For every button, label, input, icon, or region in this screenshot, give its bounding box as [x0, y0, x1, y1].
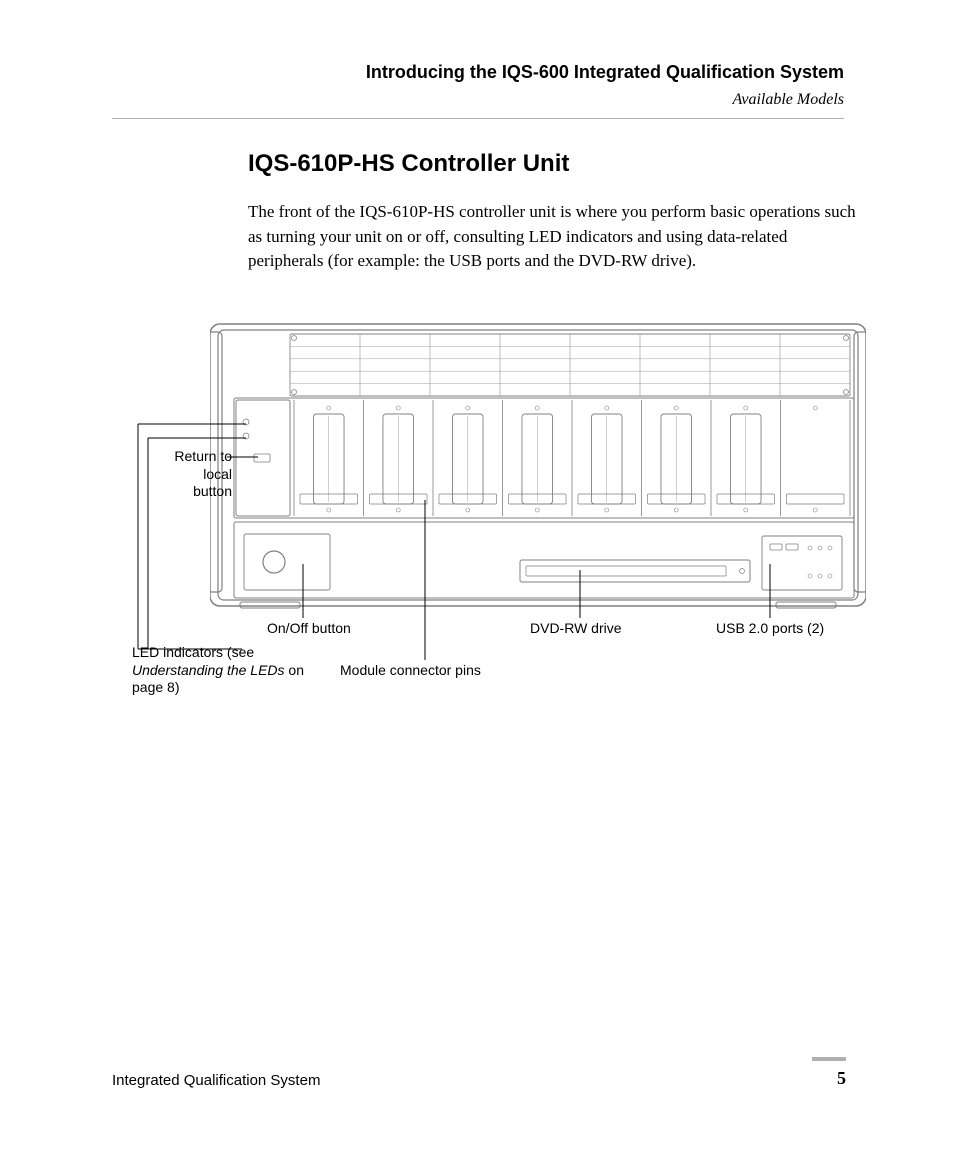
- label-usb-ports: USB 2.0 ports (2): [716, 620, 824, 638]
- label-led-indicators: LED indicators (see Understanding the LE…: [132, 644, 332, 697]
- label-module-pins: Module connector pins: [340, 662, 481, 680]
- led-text-prefix: LED indicators (see: [132, 644, 254, 660]
- label-dvd-drive: DVD-RW drive: [530, 620, 622, 638]
- led-text-italic: Understanding the LEDs: [132, 662, 285, 678]
- footer-title: Integrated Qualification System: [112, 1072, 320, 1089]
- page-number: 5: [837, 1068, 846, 1089]
- label-return-to-local: Return to local button: [172, 448, 232, 501]
- chapter-title: Introducing the IQS-600 Integrated Quali…: [366, 62, 844, 83]
- header-rule: [112, 118, 844, 119]
- controller-figure: [210, 318, 866, 610]
- footer-rule: [812, 1057, 846, 1061]
- section-title: IQS-610P-HS Controller Unit: [248, 150, 569, 178]
- section-subtitle: Available Models: [366, 91, 844, 109]
- label-onoff-button: On/Off button: [267, 620, 351, 638]
- body-paragraph: The front of the IQS-610P-HS controller …: [248, 200, 860, 274]
